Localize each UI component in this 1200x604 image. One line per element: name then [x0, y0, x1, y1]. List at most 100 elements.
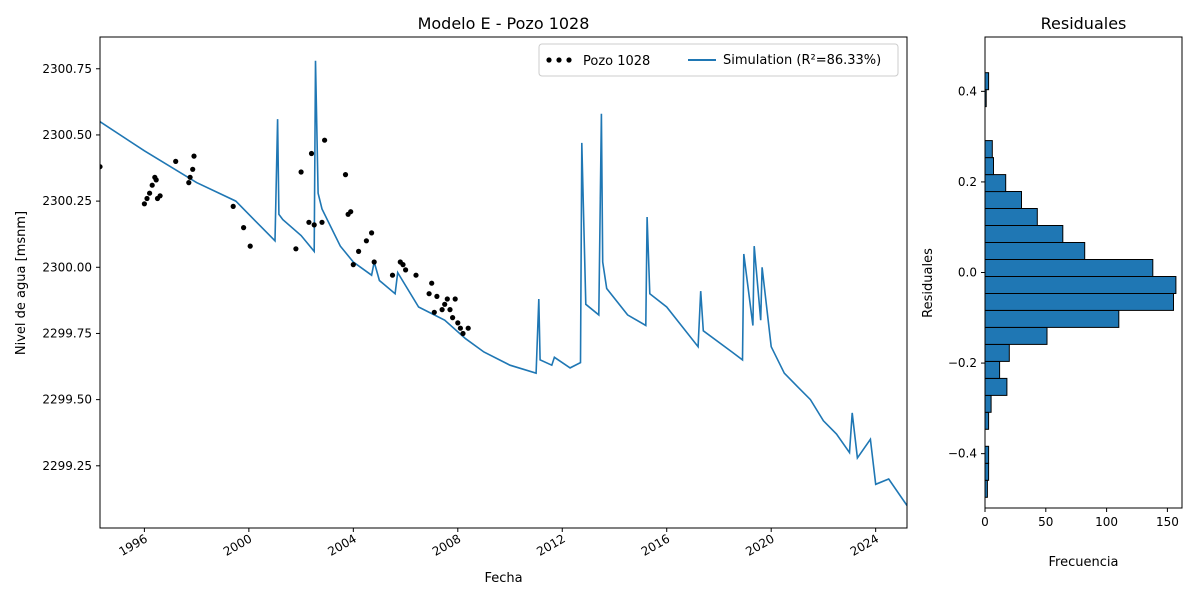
histogram-bar [984, 140, 993, 159]
histogram-bar [984, 343, 1010, 362]
x-tick-label: 2016 [639, 531, 672, 558]
observed-point [348, 209, 354, 215]
observed-point [363, 238, 369, 244]
observed-point [241, 225, 247, 231]
observed-point [191, 153, 197, 159]
histogram-x-axis-label: Frecuencia [1049, 555, 1119, 570]
observed-point [298, 169, 304, 175]
histogram-bar [984, 377, 1008, 396]
hist-y-tick-label: −0.4 [948, 447, 977, 461]
observed-point [426, 291, 432, 297]
observed-point [306, 219, 312, 225]
observed-point [452, 296, 458, 302]
histogram-y-axis-label: Residuales [921, 248, 936, 318]
hist-y-tick-label: 0.2 [958, 175, 977, 189]
observed-point [311, 222, 317, 228]
histogram-bar [984, 191, 1022, 209]
observed-point [356, 248, 362, 254]
observed-point [247, 243, 253, 249]
y-tick-label: 2299.75 [42, 326, 92, 340]
observed-point [434, 293, 440, 299]
hist-y-tick-label: 0.4 [958, 84, 977, 98]
y-tick-label: 2299.25 [42, 459, 92, 473]
legend: Pozo 1028 Simulation (R²=86.33%) [538, 43, 899, 77]
x-tick-label: 2020 [743, 531, 776, 558]
hist-x-tick-label: 0 [981, 515, 989, 529]
observed-point [455, 320, 461, 326]
observed-point [447, 307, 453, 313]
observed-point [153, 177, 159, 183]
observed-point [413, 272, 419, 278]
x-tick-label: 1996 [116, 531, 149, 558]
observed-point [431, 309, 437, 315]
main-x-axis-label: Fecha [484, 571, 522, 586]
histogram-bar [984, 174, 1007, 193]
hist-y-tick-label: −0.2 [948, 356, 977, 370]
observed-point [342, 172, 349, 178]
histogram-bar [984, 225, 1064, 243]
legend-label-simulation: Simulation (R²=86.33%) [723, 53, 881, 68]
histogram-bar [984, 394, 992, 413]
histogram-bar [984, 276, 1177, 294]
x-tick-label: 2004 [325, 531, 358, 558]
observed-point [190, 166, 196, 172]
observed-point [400, 262, 406, 268]
observed-point [444, 296, 450, 302]
observed-point [389, 272, 396, 278]
x-tick-label: 2012 [534, 531, 567, 558]
legend-frame [538, 43, 899, 77]
histogram-bar [984, 360, 1001, 379]
x-tick-label: 2008 [430, 531, 463, 558]
observed-point [149, 182, 155, 188]
observed-point [371, 259, 377, 265]
observed-point [187, 174, 193, 180]
y-tick-label: 2300.00 [42, 260, 92, 274]
observed-point [350, 262, 356, 268]
observed-point [230, 203, 236, 209]
main-plot-area [100, 60, 907, 506]
main-y-axis-label: Nivel de agua [msnm] [14, 211, 29, 355]
x-tick-label: 2024 [848, 531, 881, 558]
histogram-bar [984, 445, 990, 464]
histogram-bar [984, 72, 990, 91]
x-tick-label: 2000 [221, 531, 254, 558]
observed-point [157, 193, 163, 199]
hist-x-tick-label: 100 [1095, 515, 1118, 529]
hist-y-tick-label: 0.0 [958, 266, 977, 280]
observed-point [369, 230, 375, 236]
histogram-bar [984, 309, 1120, 328]
simulation-line [100, 60, 907, 506]
observed-point [442, 301, 448, 307]
observed-point [465, 325, 471, 331]
observed-point [439, 307, 445, 313]
histogram-bar [984, 157, 994, 176]
observed-point [322, 137, 328, 143]
observed-point [141, 201, 147, 207]
observed-point [186, 180, 192, 186]
observed-point [147, 190, 153, 196]
histogram-bar [984, 259, 1154, 277]
histogram-x-axis: 0 50 100 150 [981, 508, 1179, 529]
y-tick-label: 2300.25 [42, 194, 92, 208]
legend-label-simulation-text: Simulation (R²=86.33%) [723, 53, 881, 68]
histogram-bars [984, 72, 1177, 498]
histogram-bar [984, 411, 990, 430]
main-x-axis: 1996 2000 2004 2008 2012 2016 2020 2024 [116, 528, 881, 559]
observed-point [460, 330, 466, 337]
observed-point [293, 246, 299, 252]
main-plot-frame [99, 36, 908, 529]
hist-x-tick-label: 150 [1156, 515, 1179, 529]
main-chart-title: Modelo E - Pozo 1028 [418, 14, 590, 33]
histogram-bar [984, 242, 1086, 260]
observed-point [173, 158, 179, 164]
y-tick-label: 2300.50 [42, 128, 92, 142]
histogram-plot-frame [984, 36, 1183, 509]
observed-point [144, 195, 150, 202]
histogram-y-axis: −0.4 −0.2 0.0 0.2 0.4 [948, 84, 985, 461]
legend-label-observed: Pozo 1028 [583, 54, 650, 69]
main-y-axis: 2299.25 2299.50 2299.75 2300.00 2300.25 2300.… [42, 62, 100, 473]
histogram-bar [984, 326, 1048, 345]
histogram-bar [984, 462, 990, 481]
